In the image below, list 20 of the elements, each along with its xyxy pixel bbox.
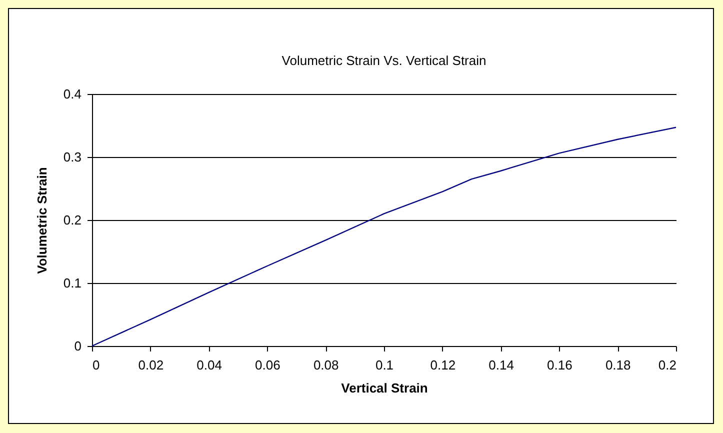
x-axis-title: Vertical Strain [341, 380, 428, 396]
x-tick-label: 0.1 [375, 358, 394, 372]
y-tick-label: 0.2 [63, 212, 82, 228]
y-axis-title: Volumetric Strain [34, 167, 50, 274]
x-tick-label: 0.08 [313, 358, 339, 372]
x-tick-label: 0.2 [658, 358, 676, 372]
x-tick-label: 0.14 [488, 358, 514, 372]
x-tick-label: 0.04 [196, 358, 222, 372]
x-tick-label: 0.06 [255, 358, 280, 372]
y-tick-label: 0.3 [63, 150, 82, 164]
y-tick-label: 0.1 [63, 276, 82, 290]
chart-title: Volumetric Strain Vs. Vertical Strain [282, 53, 486, 68]
x-tick-label: 0.02 [138, 358, 164, 372]
y-tick-label: 0 [74, 338, 82, 354]
y-tick-label: 0.4 [63, 86, 82, 102]
x-tick-label: 0.18 [605, 358, 631, 372]
line-series [91, 126, 677, 347]
x-tick-label: 0.12 [430, 358, 456, 372]
x-tick-label: 0 [92, 358, 100, 372]
x-tick-label: 0.16 [547, 358, 572, 372]
